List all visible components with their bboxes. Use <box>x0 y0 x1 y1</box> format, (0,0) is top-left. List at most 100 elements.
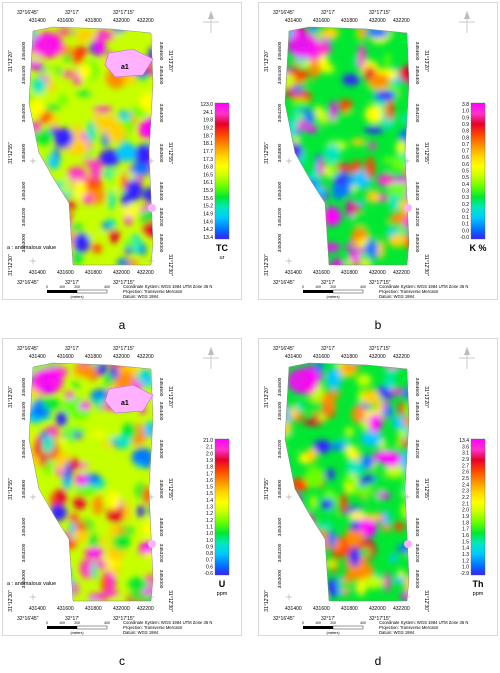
bottom-coordinate: 32°16'45" <box>17 616 39 622</box>
right-northing: 3454400 <box>414 402 420 421</box>
graticule-cross <box>404 158 410 164</box>
legend-value: 0.6 <box>462 155 469 161</box>
bottom-easting: 432000 <box>113 606 130 612</box>
graticule-cross <box>286 258 292 264</box>
legend-value: 17.3 <box>203 157 213 163</box>
legend-value: 1.7 <box>206 471 213 477</box>
legend-value: 1.5 <box>462 539 469 545</box>
right-northing: 3453400 <box>414 182 420 201</box>
map-info-line: Datum: WGS 1984 <box>379 630 415 635</box>
left-latitude: 31°13'20" <box>8 50 14 72</box>
bottom-easting: 432200 <box>393 606 410 612</box>
legend-value: 19.2 <box>203 125 213 131</box>
right-northing: 3453200 <box>414 208 420 227</box>
legend-value: 19.8 <box>203 118 213 124</box>
bottom-easting: 431600 <box>57 606 74 612</box>
top-easting: 431400 <box>285 18 302 24</box>
legend-value: 1.9 <box>462 514 469 520</box>
legend-value: 14.2 <box>203 227 213 233</box>
top-easting: 432000 <box>113 18 130 24</box>
legend-value: 0.6 <box>462 162 469 168</box>
top-easting: 431800 <box>341 18 358 24</box>
north-arrow-icon <box>203 347 219 369</box>
bottom-coordinate: 32°16'45" <box>273 616 295 622</box>
legend-value: 1.8 <box>206 465 213 471</box>
legend-value: 0.8 <box>462 129 469 135</box>
legend-value: 0.7 <box>462 142 469 148</box>
bottom-easting: 431800 <box>85 606 102 612</box>
legend-value: 0.2 <box>462 208 469 214</box>
bottom-easting: 432200 <box>393 270 410 276</box>
scale-tick: 0 <box>302 621 304 625</box>
map-info-line: Projection: Transverse Mercator <box>123 625 183 630</box>
map-figure-d: 32°16'45" 32°17' 32°17'15" 431400 431600 4318… <box>264 346 486 635</box>
panel-label-d: d <box>374 654 382 668</box>
legend-value: 0.5 <box>462 175 469 181</box>
left-latitude: 31°12'55" <box>264 478 270 500</box>
left-latitude: 31°12'30" <box>264 590 270 612</box>
map-info-line: Projection: Transverse Mercator <box>379 625 439 630</box>
left-northing: 3453200 <box>21 543 27 562</box>
scale-bar <box>303 625 364 630</box>
legend-value: 3.1 <box>462 451 469 457</box>
right-latitude: 31°12'55" <box>167 142 173 164</box>
right-northing: 3454600 <box>158 42 164 61</box>
legend-title: U <box>219 579 226 589</box>
left-northing: 3453000 <box>277 569 283 588</box>
legend-value: 1.6 <box>206 478 213 484</box>
legend-value: 0.0 <box>462 228 469 234</box>
graticule-cross <box>30 258 36 264</box>
scale-label: (meters) <box>326 295 339 299</box>
survey-outline <box>28 26 154 266</box>
left-latitude: 31°12'55" <box>264 142 270 164</box>
legend-value: 123.0 <box>200 102 213 108</box>
legend-value: 0.7 <box>462 149 469 155</box>
right-northing: 3453800 <box>414 480 420 499</box>
top-coordinate: 32°17' <box>65 10 79 16</box>
left-northing: 3453200 <box>21 207 27 226</box>
anomaly-note: a : anomalous value <box>7 581 56 587</box>
panel-label-c: c <box>119 654 125 668</box>
legend-value: 0.9 <box>462 122 469 128</box>
bottom-easting: 431600 <box>313 606 330 612</box>
map-info-line: Coordinate System: WGS 1984 UTM Zone 36 … <box>379 284 468 289</box>
anomaly-marker <box>148 540 156 548</box>
map-info-line: Coordinate System: WGS 1984 UTM Zone 36 … <box>123 620 212 625</box>
legend-value: 3.6 <box>462 444 469 450</box>
contour-map-d <box>285 363 409 601</box>
scale-label: (meters) <box>70 631 83 635</box>
legend-value: 0.4 <box>462 182 469 188</box>
map-figure-b: 32°16'45" 32°17' 32°17'15" 431400 431600 4318… <box>264 10 487 299</box>
scale-tick: 200 <box>74 285 80 289</box>
graticule-cross <box>286 158 292 164</box>
map-info-line: Coordinate System: WGS 1984 UTM Zone 36 … <box>123 284 212 289</box>
legend-value: 2.7 <box>462 463 469 469</box>
map-info-line: Datum: WGS 1984 <box>123 294 159 299</box>
legend-value: 1.2 <box>206 518 213 524</box>
map-figure-c: a1 a : anomalous value 32°16'45" 32°17' 32°1… <box>7 346 230 635</box>
right-northing: 3453200 <box>158 208 164 227</box>
map-panel-b: 32°16'45" 32°17' 32°17'15" 431400 431600 4318… <box>258 2 498 300</box>
bottom-easting: 432000 <box>113 270 130 276</box>
bottom-easting: 431400 <box>285 606 302 612</box>
right-northing: 3454400 <box>158 402 164 421</box>
right-northing: 3453200 <box>158 544 164 563</box>
left-northing: 3454400 <box>21 65 27 84</box>
legend-value: 0.1 <box>462 222 469 228</box>
legend-value: 2.6 <box>462 470 469 476</box>
right-latitude: 31°12'30" <box>167 590 173 612</box>
bottom-easting: 431400 <box>29 270 46 276</box>
map-info-line: Projection: Transverse Mercator <box>123 289 183 294</box>
right-northing: 3453400 <box>158 518 164 537</box>
top-easting: 432200 <box>137 354 154 360</box>
scale-tick: 400 <box>360 285 366 289</box>
north-arrow-icon <box>203 11 219 33</box>
right-latitude: 31°12'55" <box>423 478 429 500</box>
left-northing: 3454000 <box>21 103 27 122</box>
legend-value: 2.1 <box>206 445 213 451</box>
top-coordinate: 32°16'45" <box>273 346 295 352</box>
left-latitude: 31°12'55" <box>8 478 14 500</box>
legend-value: -2.9 <box>460 571 469 577</box>
right-northing: 3454000 <box>158 104 164 123</box>
legend-value: 1.0 <box>462 565 469 571</box>
